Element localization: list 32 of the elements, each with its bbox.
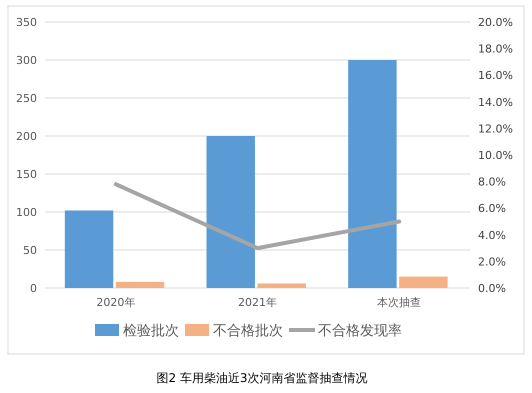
- legend-label: 不合格发现率: [318, 323, 402, 339]
- bar: [258, 283, 306, 288]
- y2-tick-label: 0.0%: [478, 282, 506, 295]
- y-tick-label: 250: [16, 92, 37, 105]
- bar: [206, 136, 255, 288]
- y2-tick-label: 8.0%: [478, 176, 506, 189]
- y2-tick-label: 16.0%: [478, 69, 513, 82]
- y-tick-label: 100: [16, 206, 37, 219]
- y-tick-label: 150: [16, 168, 37, 181]
- bar: [64, 210, 114, 288]
- x-tick-label: 本次抽查: [377, 296, 422, 309]
- x-tick-label: 2021年: [238, 296, 277, 309]
- y2-tick-label: 18.0%: [478, 42, 513, 56]
- bar: [399, 276, 448, 288]
- legend-label: 检验批次: [123, 323, 179, 339]
- legend-label: 不合格批次: [213, 323, 283, 339]
- y2-tick-label: 20.0%: [478, 16, 513, 29]
- y2-tick-label: 2.0%: [478, 255, 506, 268]
- x-tick-label: 2020年: [96, 296, 136, 309]
- y2-tick-label: 14.0%: [478, 96, 513, 109]
- y-tick-label: 300: [16, 54, 37, 67]
- y-tick-label: 350: [16, 16, 37, 29]
- y2-tick-label: 6.0%: [478, 202, 506, 216]
- y-tick-label: 0: [30, 282, 37, 295]
- y2-tick-label: 4.0%: [478, 228, 506, 242]
- y2-tick-label: 12.0%: [478, 122, 513, 136]
- bar: [116, 282, 164, 288]
- y-tick-label: 200: [16, 130, 37, 143]
- y-tick-label: 50: [23, 244, 37, 257]
- text: 图2 车用柴油近3次河南省监督抽查情况: [156, 371, 368, 385]
- y2-tick-label: 10.0%: [478, 149, 513, 162]
- bar: [348, 60, 397, 288]
